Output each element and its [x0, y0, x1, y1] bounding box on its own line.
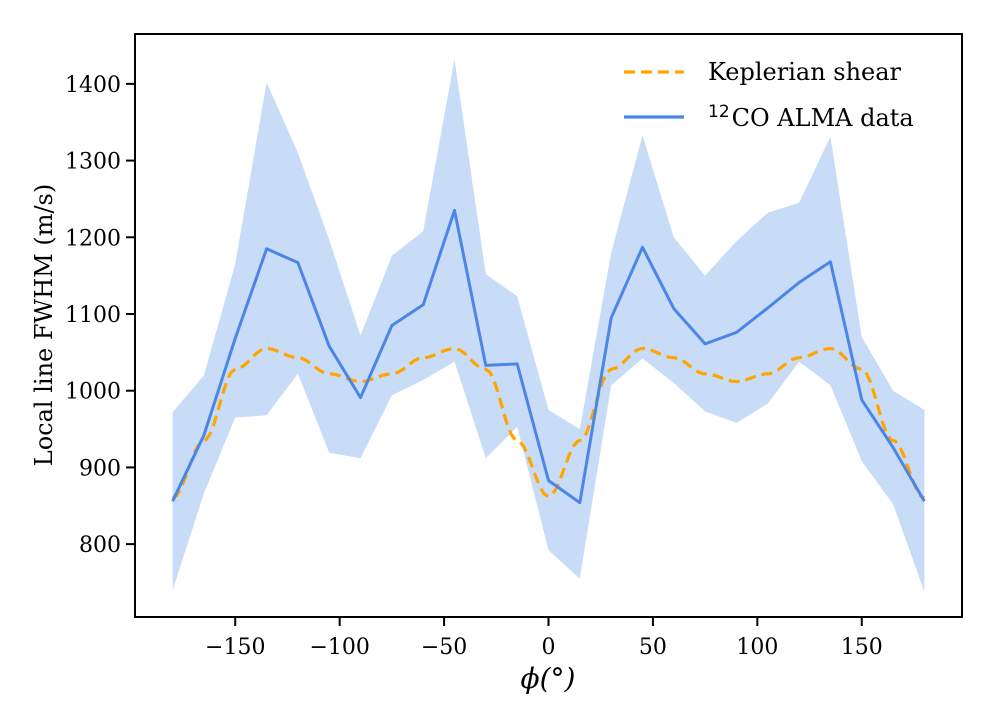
x-axis: −150 −100 −50 0 50 100 150	[205, 617, 883, 660]
series-co-alma-line	[171, 208, 926, 505]
y-tick-label: 1000	[65, 380, 121, 405]
legend-label-co-superscript: 12	[708, 102, 730, 122]
legend: Keplerian shear 12CO ALMA data	[624, 58, 914, 132]
y-tick-label: 1300	[65, 150, 121, 175]
y-tick-label: 900	[79, 456, 121, 481]
x-tick-label: −100	[309, 635, 369, 660]
x-tick-label: 150	[841, 635, 883, 660]
x-axis-label: ϕ(°)	[521, 662, 576, 695]
x-tick-label: 0	[542, 635, 556, 660]
legend-label-co-text: CO ALMA data	[732, 104, 914, 132]
y-tick-label: 1100	[65, 303, 121, 328]
x-tick-label: −50	[421, 635, 467, 660]
x-tick-label: 100	[736, 635, 778, 660]
series-keplerian-shear-line	[171, 346, 926, 500]
x-tick-label: 50	[639, 635, 667, 660]
y-tick-label: 1200	[65, 226, 121, 251]
y-tick-label: 800	[79, 533, 121, 558]
legend-label-keplerian: Keplerian shear	[708, 58, 902, 86]
y-tick-label: 1400	[65, 73, 121, 98]
y-axis: 800 900 1000 1100 1200 1300 1400	[65, 73, 135, 558]
y-axis-label: Local line FWHM (m/s)	[30, 184, 58, 466]
legend-label-co-alma: 12CO ALMA data	[708, 102, 914, 132]
x-tick-label: −150	[205, 635, 265, 660]
